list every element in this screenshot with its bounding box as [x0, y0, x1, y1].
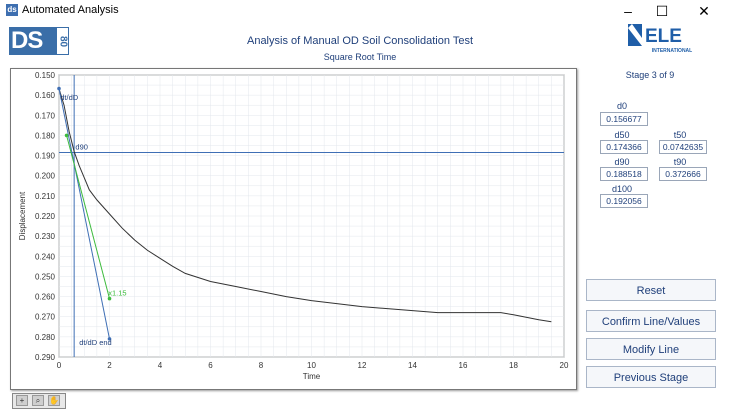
y-tick-label: 0.200 — [35, 172, 56, 181]
chart-annotation: dt/dD end — [79, 338, 112, 347]
t50-label: t50 — [673, 130, 687, 140]
modify-line-button[interactable]: Modify Line — [586, 338, 716, 360]
ele-international-logo: ELE INTERNATIONAL — [628, 24, 692, 54]
x-tick-label: 20 — [560, 361, 569, 370]
minimize-button[interactable]: – — [624, 3, 632, 19]
x-tick-label: 12 — [358, 361, 367, 370]
y-tick-label: 0.260 — [35, 293, 56, 302]
x-tick-label: 10 — [307, 361, 316, 370]
window-title: Automated Analysis — [22, 4, 119, 16]
displacement-time-chart[interactable]: 0 2 4 6 8 10 12 14 16 18 20 0.150 0.160 0.170 0.180 0.1… — [11, 69, 576, 389]
d0-value: 0.156677 — [600, 112, 648, 126]
d50-label: d50 — [614, 130, 630, 140]
zoom-icon[interactable]: ⌕ — [32, 395, 44, 406]
y-tick-label: 0.220 — [35, 212, 56, 221]
app-icon: ds — [6, 4, 18, 16]
y-tick-label: 0.270 — [35, 313, 56, 322]
d0-label: d0 — [616, 101, 627, 111]
x-tick-label: 18 — [509, 361, 518, 370]
x-tick-label: 14 — [408, 361, 417, 370]
y-tick-label: 0.170 — [35, 111, 56, 120]
graph-tool-palette: + ⌕ ✋ — [12, 393, 66, 409]
page-subtitle: Square Root Time — [323, 52, 397, 62]
brand-text: ELE — [645, 26, 682, 47]
brand-subtext: INTERNATIONAL — [652, 48, 692, 54]
title-bar: ds Automated Analysis – ☐ ✕ — [0, 0, 732, 22]
series-blue-line — [58, 88, 110, 339]
y-tick-label: 0.250 — [35, 272, 56, 281]
t90-label: t90 — [673, 157, 687, 167]
x-tick-label: 0 — [57, 361, 62, 370]
series-green-line — [66, 135, 110, 299]
crosshair-cursor-icon[interactable]: + — [16, 395, 28, 406]
series-curve-line — [58, 88, 552, 323]
d50-value: 0.174366 — [600, 140, 648, 154]
y-tick-label: 0.290 — [35, 353, 56, 362]
series-blue-point — [57, 86, 61, 91]
reset-button[interactable]: Reset — [586, 279, 716, 301]
y-tick-label: 0.280 — [35, 333, 56, 342]
x-tick-label: 4 — [158, 361, 163, 370]
y-tick-label: 0.150 — [35, 71, 56, 80]
ds-logo-number: 80 — [57, 35, 69, 48]
y-tick-label: 0.230 — [35, 232, 56, 241]
y-tick-label: 0.240 — [35, 252, 56, 261]
maximize-button[interactable]: ☐ — [655, 3, 669, 19]
close-button[interactable]: ✕ — [698, 3, 710, 19]
d100-label: d100 — [611, 184, 633, 194]
x-tick-label: 2 — [107, 361, 112, 370]
d90-label: d90 — [614, 157, 630, 167]
t50-value: 0.0742635 — [659, 140, 707, 154]
y-tick-label: 0.160 — [35, 91, 56, 100]
x-axis-label: Time — [303, 372, 321, 381]
series-green-point — [64, 133, 69, 138]
chart-annotation: dt/dD — [60, 93, 79, 102]
y-tick-label: 0.180 — [35, 131, 56, 140]
t90-value: 0.372666 — [659, 167, 707, 181]
y-axis-label: Displacement — [18, 191, 27, 240]
d90-value: 0.188518 — [600, 167, 648, 181]
previous-stage-button[interactable]: Previous Stage — [586, 366, 716, 388]
pan-hand-icon[interactable]: ✋ — [48, 395, 60, 406]
chart-annotation: x1.15 — [108, 289, 126, 298]
stage-indicator: Stage 3 of 9 — [625, 70, 675, 80]
ds-logo-text: DS — [11, 27, 43, 54]
series-green-point — [107, 296, 112, 301]
x-tick-label: 16 — [459, 361, 468, 370]
chart-annotation: d90 — [75, 143, 88, 152]
series-blue-point — [107, 337, 112, 341]
d100-value: 0.192056 — [600, 194, 648, 208]
y-tick-label: 0.210 — [35, 192, 56, 201]
y-tick-label: 0.190 — [35, 152, 56, 161]
x-tick-label: 6 — [208, 361, 213, 370]
ds80-logo: DS 80 — [9, 27, 69, 55]
x-tick-label: 8 — [259, 361, 264, 370]
confirm-line-values-button[interactable]: Confirm Line/Values — [586, 310, 716, 332]
page-title: Analysis of Manual OD Soil Consolidation… — [246, 35, 474, 47]
chart-panel: 0 2 4 6 8 10 12 14 16 18 20 0.150 0.160 0.170 0.180 0.1… — [10, 68, 577, 390]
